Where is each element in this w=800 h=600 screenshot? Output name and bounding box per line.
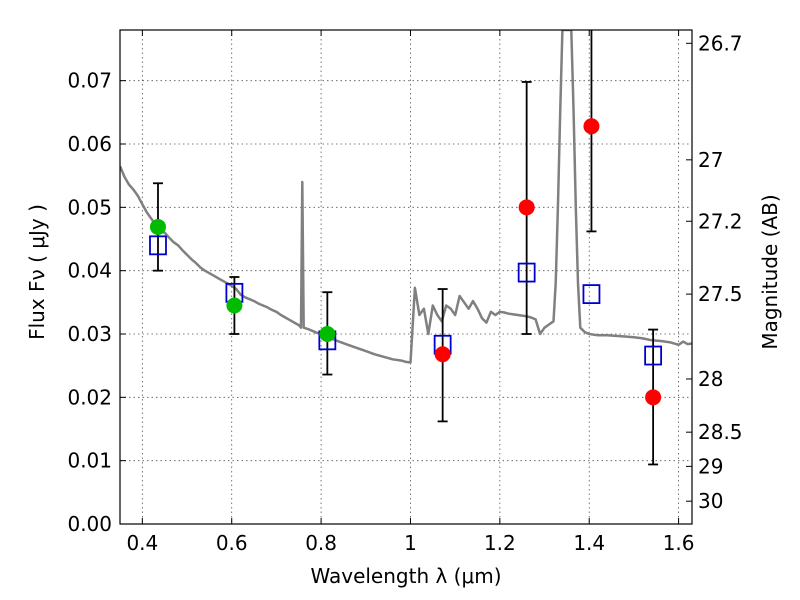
- x-axis-label: Wavelength λ (μm): [310, 564, 501, 588]
- nondetection-point: [434, 346, 451, 363]
- model-point: [644, 345, 663, 366]
- y-tick-label: 0.06: [67, 132, 112, 156]
- detection-point: [226, 297, 243, 314]
- x-axis-ticks: 0.4 0.6 0.8 1 1.2 1.4 1.6: [126, 30, 695, 555]
- y-tick-label: 0.00: [67, 512, 112, 536]
- y-tick-label: 0.02: [67, 385, 112, 409]
- x-tick-label: 0.8: [305, 531, 337, 555]
- model-point: [582, 284, 601, 305]
- grid-lines: [120, 30, 692, 525]
- nondetection-point: [518, 199, 535, 216]
- nondetection-point: [645, 389, 662, 406]
- spectrum-line: [120, 30, 692, 364]
- x-tick-label: 0.6: [216, 531, 248, 555]
- y2-tick-label: 27: [698, 148, 723, 172]
- y2-tick-label: 27.2: [698, 209, 743, 233]
- x-tick-label: 1.2: [484, 531, 516, 555]
- y2-axis-ticks: 26.7 27 27.2 27.5 28 28.5 29 30: [686, 31, 743, 513]
- detection-point: [149, 218, 166, 235]
- y2-tick-label: 29: [698, 454, 723, 478]
- nondetection-point: [583, 118, 600, 135]
- y2-tick-label: 27.5: [698, 282, 743, 306]
- y-axis-ticks: 0.00 0.01 0.02 0.03 0.04 0.05 0.06 0.07: [67, 69, 126, 536]
- template-spectrum: [120, 30, 692, 364]
- model-point: [517, 262, 536, 283]
- y2-tick-label: 26.7: [698, 31, 743, 55]
- x-tick-label: 1.6: [663, 531, 695, 555]
- plot-frame: [119, 29, 693, 525]
- y-tick-label: 0.07: [67, 69, 112, 93]
- y-tick-label: 0.04: [67, 259, 112, 283]
- y-axis-label: Flux Fν ( μJy ): [25, 204, 49, 340]
- y-tick-label: 0.01: [67, 449, 112, 473]
- y2-axis-label: Magnitude (AB): [758, 194, 782, 349]
- y2-tick-label: 30: [698, 489, 723, 513]
- y2-tick-label: 28.5: [698, 420, 743, 444]
- observed-flux-points: [149, 118, 662, 406]
- x-tick-label: 0.4: [126, 531, 158, 555]
- model-flux-points: [149, 235, 663, 366]
- y2-tick-label: 28: [698, 367, 723, 391]
- detection-point: [319, 326, 336, 342]
- y-tick-label: 0.05: [67, 195, 112, 219]
- x-tick-label: 1.4: [573, 531, 605, 555]
- x-tick-label: 1: [404, 531, 417, 555]
- model-point: [149, 235, 167, 256]
- y-tick-label: 0.03: [67, 322, 112, 346]
- error-bars: [152, 30, 659, 466]
